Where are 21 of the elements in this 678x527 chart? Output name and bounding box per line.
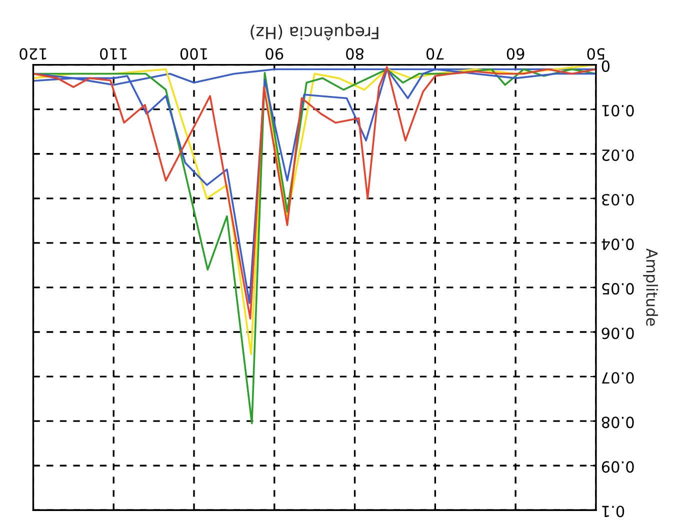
x-tick-label: 90 <box>266 48 284 60</box>
y-tick-label: 0.04 <box>602 238 634 250</box>
y-tick-label: 0.01 <box>602 104 634 116</box>
x-tick-label: 60 <box>506 48 524 60</box>
y-tick-label: 0.07 <box>602 372 634 384</box>
x-tick-label: 80 <box>346 48 364 60</box>
x-tick-label: 120 <box>20 48 46 60</box>
y-tick-label: 0.06 <box>602 328 634 340</box>
x-tick-label: 100 <box>180 48 207 60</box>
y-tick-label: 0.08 <box>602 416 634 428</box>
x-axis-title: Frequência (Hz) <box>250 24 378 40</box>
y-tick-label: 0 <box>602 60 610 72</box>
x-tick-label: 50 <box>587 48 605 60</box>
y-tick-label: 0.05 <box>602 283 634 295</box>
y-tick-label: 0.09 <box>602 461 634 473</box>
y-tick-label: 0.03 <box>602 194 634 206</box>
y-tick-label: 0.1 <box>602 506 624 518</box>
x-tick-label: 70 <box>426 48 444 60</box>
x-tick-label: 110 <box>100 48 127 60</box>
y-axis-title: Amplitude <box>643 248 658 326</box>
y-tick-label: 0.02 <box>602 149 634 162</box>
